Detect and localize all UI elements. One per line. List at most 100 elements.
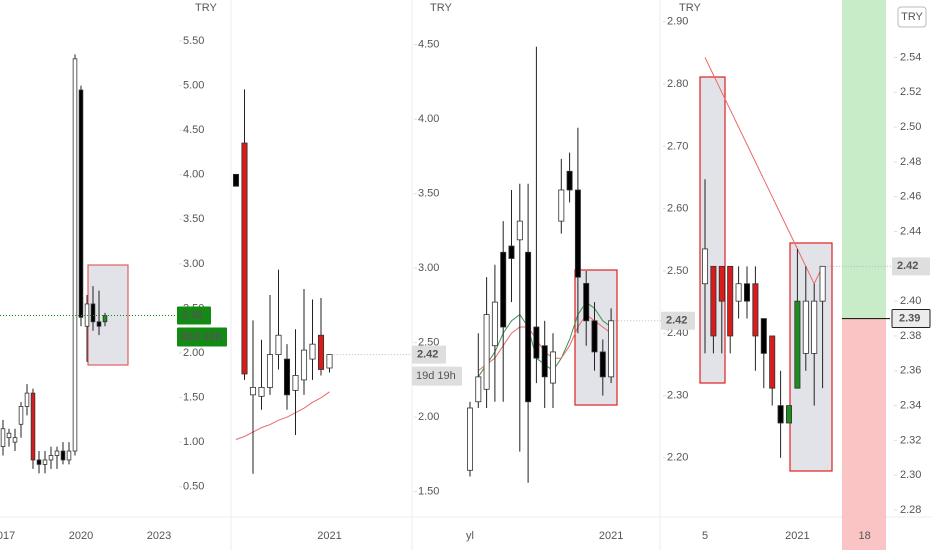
x-tick-label: 2017 xyxy=(0,530,15,542)
price-label: 2.42 xyxy=(182,309,203,321)
candle-body xyxy=(533,326,540,359)
candle-body xyxy=(326,354,333,369)
candle-body xyxy=(24,392,30,407)
candle-body xyxy=(90,303,96,323)
y-tick-label: 2.70 xyxy=(667,140,688,152)
candle-body xyxy=(266,354,274,388)
candle-body xyxy=(591,320,598,353)
price-label-box xyxy=(177,306,211,325)
candle-body xyxy=(550,351,556,384)
candle-body xyxy=(802,300,809,354)
x-tick-label: 2020 xyxy=(69,530,93,542)
loss-zone xyxy=(842,318,886,550)
candle-body xyxy=(283,358,291,396)
x-tick-label: 2023 xyxy=(147,530,171,542)
candle-body xyxy=(300,349,308,381)
y-tick-label: 1.50 xyxy=(183,391,204,403)
candle-body xyxy=(241,142,248,375)
x-tick-label: 5 xyxy=(702,530,708,542)
candle-body xyxy=(6,432,12,439)
candle-body xyxy=(60,450,66,461)
candle-body xyxy=(36,459,42,465)
candle-body xyxy=(811,300,818,354)
candle-body xyxy=(102,315,108,323)
x-tick-label: yl xyxy=(466,530,474,542)
candle-body xyxy=(12,437,18,443)
y-tick-label: 0.50 xyxy=(183,481,204,493)
candle-body xyxy=(78,89,84,318)
profit-zone xyxy=(842,0,886,319)
candle-body xyxy=(525,251,532,403)
price-label: 2.42 xyxy=(417,349,438,361)
y-tick-label: 2.32 xyxy=(900,434,921,446)
candle-body xyxy=(508,245,515,259)
y-tick-label: 2.40 xyxy=(667,327,688,339)
candle-body xyxy=(727,265,734,337)
y-tick-label: 1.00 xyxy=(183,436,204,448)
price-label: 2.42 xyxy=(897,260,918,272)
candle-body xyxy=(785,405,793,424)
x-tick-label: 2021 xyxy=(317,530,341,542)
candle-body xyxy=(18,406,24,425)
candle-body xyxy=(718,265,725,302)
annotation-box xyxy=(699,76,726,384)
candle-body xyxy=(96,321,102,327)
price-label-box xyxy=(412,345,446,364)
price-label-box xyxy=(661,311,695,330)
candle-body xyxy=(54,450,60,456)
y-tick-label: 5.50 xyxy=(183,35,204,47)
candle-body xyxy=(72,58,78,452)
candle-body xyxy=(541,345,548,378)
unit-box xyxy=(897,6,927,28)
candle-body xyxy=(752,283,759,337)
y-tick-label: 3.50 xyxy=(183,213,204,225)
candle-body xyxy=(710,265,717,337)
candle-body xyxy=(566,170,573,191)
candle-body xyxy=(794,300,801,389)
y-tick-label: 2.54 xyxy=(900,51,921,63)
candle-body xyxy=(42,459,48,465)
candle-body xyxy=(769,335,776,389)
y-tick-label: 2.50 xyxy=(667,265,688,277)
y-tick-label: 2.80 xyxy=(667,78,688,90)
candle-body xyxy=(760,318,767,354)
y-tick-label: 2.50 xyxy=(418,337,439,349)
candle-body xyxy=(574,189,581,278)
y-tick-label: 2.30 xyxy=(900,469,921,481)
candle-body xyxy=(819,265,826,302)
countdown-label: 19d 19h xyxy=(416,370,456,382)
candle-body xyxy=(258,386,265,397)
y-tick-label: 4.00 xyxy=(183,169,204,181)
candle-body xyxy=(701,248,709,285)
candle-body xyxy=(608,320,615,378)
candle-body xyxy=(66,450,72,461)
unit-label: TRY xyxy=(679,2,701,14)
candle-body xyxy=(232,173,240,187)
candle-body xyxy=(735,283,742,302)
candle-body xyxy=(275,334,282,355)
unit-label: TRY xyxy=(195,2,217,14)
y-tick-label: 3.00 xyxy=(183,258,204,270)
candle-body xyxy=(48,455,54,461)
y-tick-label: 2.20 xyxy=(667,452,688,464)
countdown-label: 80d 19h xyxy=(181,331,222,343)
y-tick-label: 2.48 xyxy=(900,156,921,168)
x-tick-label: 2021 xyxy=(785,530,809,542)
y-tick-label: 2.28 xyxy=(900,504,921,516)
price-label: 2.42 xyxy=(666,315,687,327)
candle-body xyxy=(0,428,6,447)
y-tick-label: 2.34 xyxy=(900,399,921,411)
indicator-line xyxy=(704,57,824,285)
y-tick-label: 2.90 xyxy=(667,16,688,28)
y-tick-label: 2.44 xyxy=(900,225,921,237)
candle-body xyxy=(500,251,507,328)
candle-body xyxy=(30,392,36,461)
countdown-box xyxy=(412,366,462,386)
candle-body xyxy=(516,220,523,241)
y-tick-label: 2.00 xyxy=(183,347,204,359)
candle-body xyxy=(483,314,490,390)
candle-body xyxy=(249,386,257,396)
